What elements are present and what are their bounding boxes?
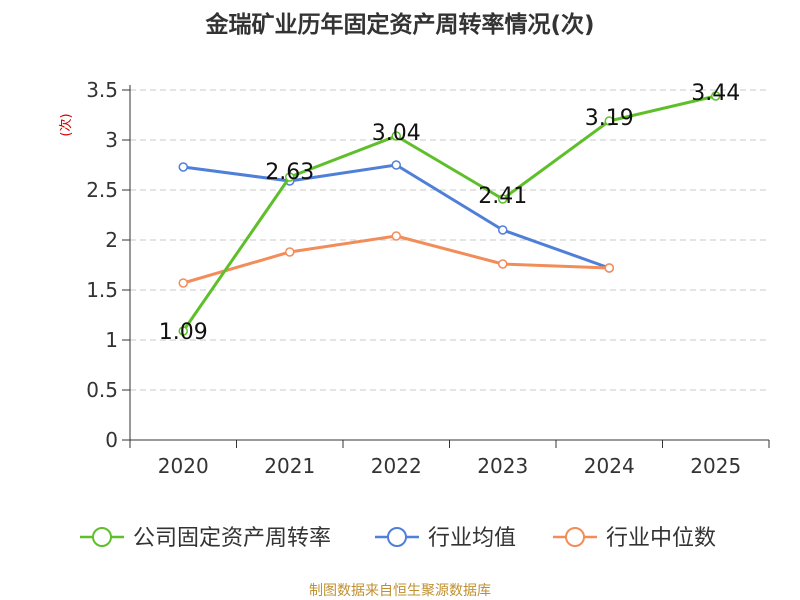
point-1-2020 (178, 162, 188, 172)
point-0-2024 (604, 116, 614, 126)
data-label-2024: 3.19 (585, 106, 634, 131)
point-2-2024 (604, 263, 614, 273)
x-tick-label-2020: 2020 (158, 454, 209, 478)
y-tick-label-0: 0 (105, 428, 118, 452)
data-label-2020: 1.09 (159, 320, 208, 345)
point-0-2020 (178, 326, 188, 336)
legend-label-2: 行业中位数 (606, 526, 716, 551)
point-2-2022 (391, 231, 401, 241)
point-1-2022 (391, 160, 401, 170)
legend-label-0: 公司固定资产周转率 (133, 526, 331, 551)
data-label-2025: 3.44 (691, 81, 740, 106)
legend-marker-1 (387, 527, 407, 547)
source-note: 制图数据来自恒生聚源数据库 (309, 583, 491, 599)
legend-marker-0 (92, 527, 112, 547)
data-label-2021: 2.63 (265, 160, 314, 185)
series-lines (178, 91, 721, 336)
grid-lines (130, 89, 769, 391)
series-line-2 (182, 234, 610, 285)
point-2-2023 (498, 259, 508, 269)
point-2-2020 (178, 278, 188, 288)
series-line-1 (183, 163, 610, 270)
chart-title: 金瑞矿业历年固定资产周转率情况(次) (204, 11, 594, 38)
x-tick-label-2023: 2023 (477, 454, 528, 478)
series-line-0 (182, 94, 717, 332)
y-axis-label: (次) (58, 113, 74, 136)
axes: 0 0.5 1 1.5 2 2.5 3 3.5 2020 2021 2022 2023 2024 2025 (86, 78, 770, 478)
point-2-2021 (285, 247, 295, 257)
point-0-2025 (711, 91, 721, 101)
x-tick-label-2024: 2024 (584, 454, 635, 478)
y-tick-label-2: 1 (105, 328, 118, 352)
point-0-2023 (498, 194, 508, 204)
x-tick-label-2022: 2022 (371, 454, 422, 478)
point-0-2021 (285, 172, 295, 182)
legend: 公司固定资产周转率 行业均值 行业中位数 (80, 526, 716, 551)
x-tick-label-2025: 2025 (690, 454, 741, 478)
data-labels: 1.09 2.63 3.04 2.41 3.19 3.44 (159, 81, 740, 345)
data-label-2022: 3.04 (372, 121, 421, 146)
legend-marker-2 (565, 527, 585, 547)
legend-label-1: 行业均值 (428, 526, 516, 551)
y-tick-label-5: 2.5 (86, 178, 118, 202)
point-1-2023 (498, 225, 508, 235)
data-label-2023: 2.41 (478, 184, 527, 209)
x-tick-label-2021: 2021 (264, 454, 315, 478)
y-tick-label-4: 2 (105, 228, 118, 252)
y-tick-label-7: 3.5 (86, 78, 118, 102)
y-tick-label-6: 3 (105, 128, 118, 152)
y-tick-label-3: 1.5 (86, 278, 118, 302)
y-tick-label-1: 0.5 (86, 378, 118, 402)
point-0-2022 (391, 131, 401, 141)
